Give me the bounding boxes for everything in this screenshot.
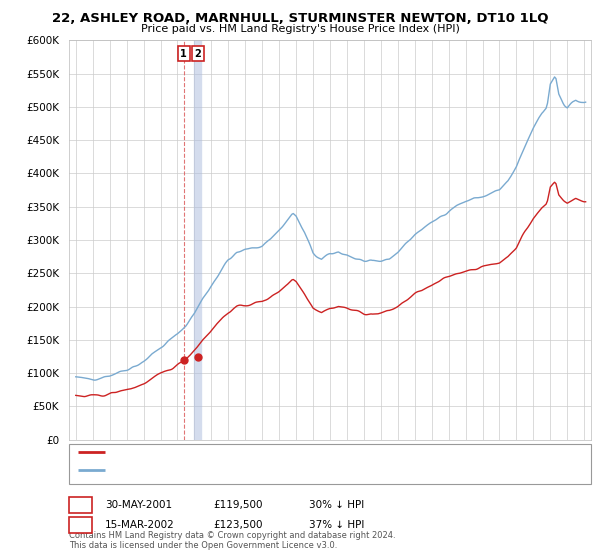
Text: 1: 1 [77, 500, 84, 510]
Text: 1: 1 [181, 49, 187, 59]
Text: 30-MAY-2001: 30-MAY-2001 [105, 500, 172, 510]
Text: 37% ↓ HPI: 37% ↓ HPI [309, 520, 364, 530]
Text: 30% ↓ HPI: 30% ↓ HPI [309, 500, 364, 510]
Text: £123,500: £123,500 [213, 520, 263, 530]
Text: HPI: Average price, detached house, Dorset: HPI: Average price, detached house, Dors… [111, 465, 325, 474]
Text: 2: 2 [77, 520, 84, 530]
Text: 22, ASHLEY ROAD, MARNHULL, STURMINSTER NEWTON, DT10 1LQ (detached house): 22, ASHLEY ROAD, MARNHULL, STURMINSTER N… [111, 447, 527, 456]
Text: Price paid vs. HM Land Registry's House Price Index (HPI): Price paid vs. HM Land Registry's House … [140, 24, 460, 34]
Text: 2: 2 [194, 49, 201, 59]
Text: Contains HM Land Registry data © Crown copyright and database right 2024.
This d: Contains HM Land Registry data © Crown c… [69, 530, 395, 550]
Text: £119,500: £119,500 [213, 500, 263, 510]
Text: 22, ASHLEY ROAD, MARNHULL, STURMINSTER NEWTON, DT10 1LQ: 22, ASHLEY ROAD, MARNHULL, STURMINSTER N… [52, 12, 548, 25]
Text: 15-MAR-2002: 15-MAR-2002 [105, 520, 175, 530]
